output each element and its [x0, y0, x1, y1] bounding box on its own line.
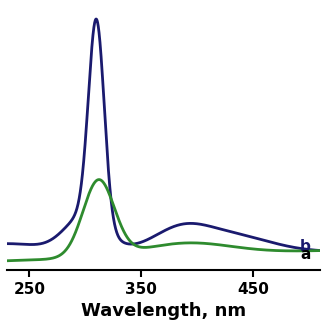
Text: b: b	[300, 239, 311, 254]
Text: a: a	[300, 247, 310, 262]
X-axis label: Wavelength, nm: Wavelength, nm	[81, 302, 246, 320]
